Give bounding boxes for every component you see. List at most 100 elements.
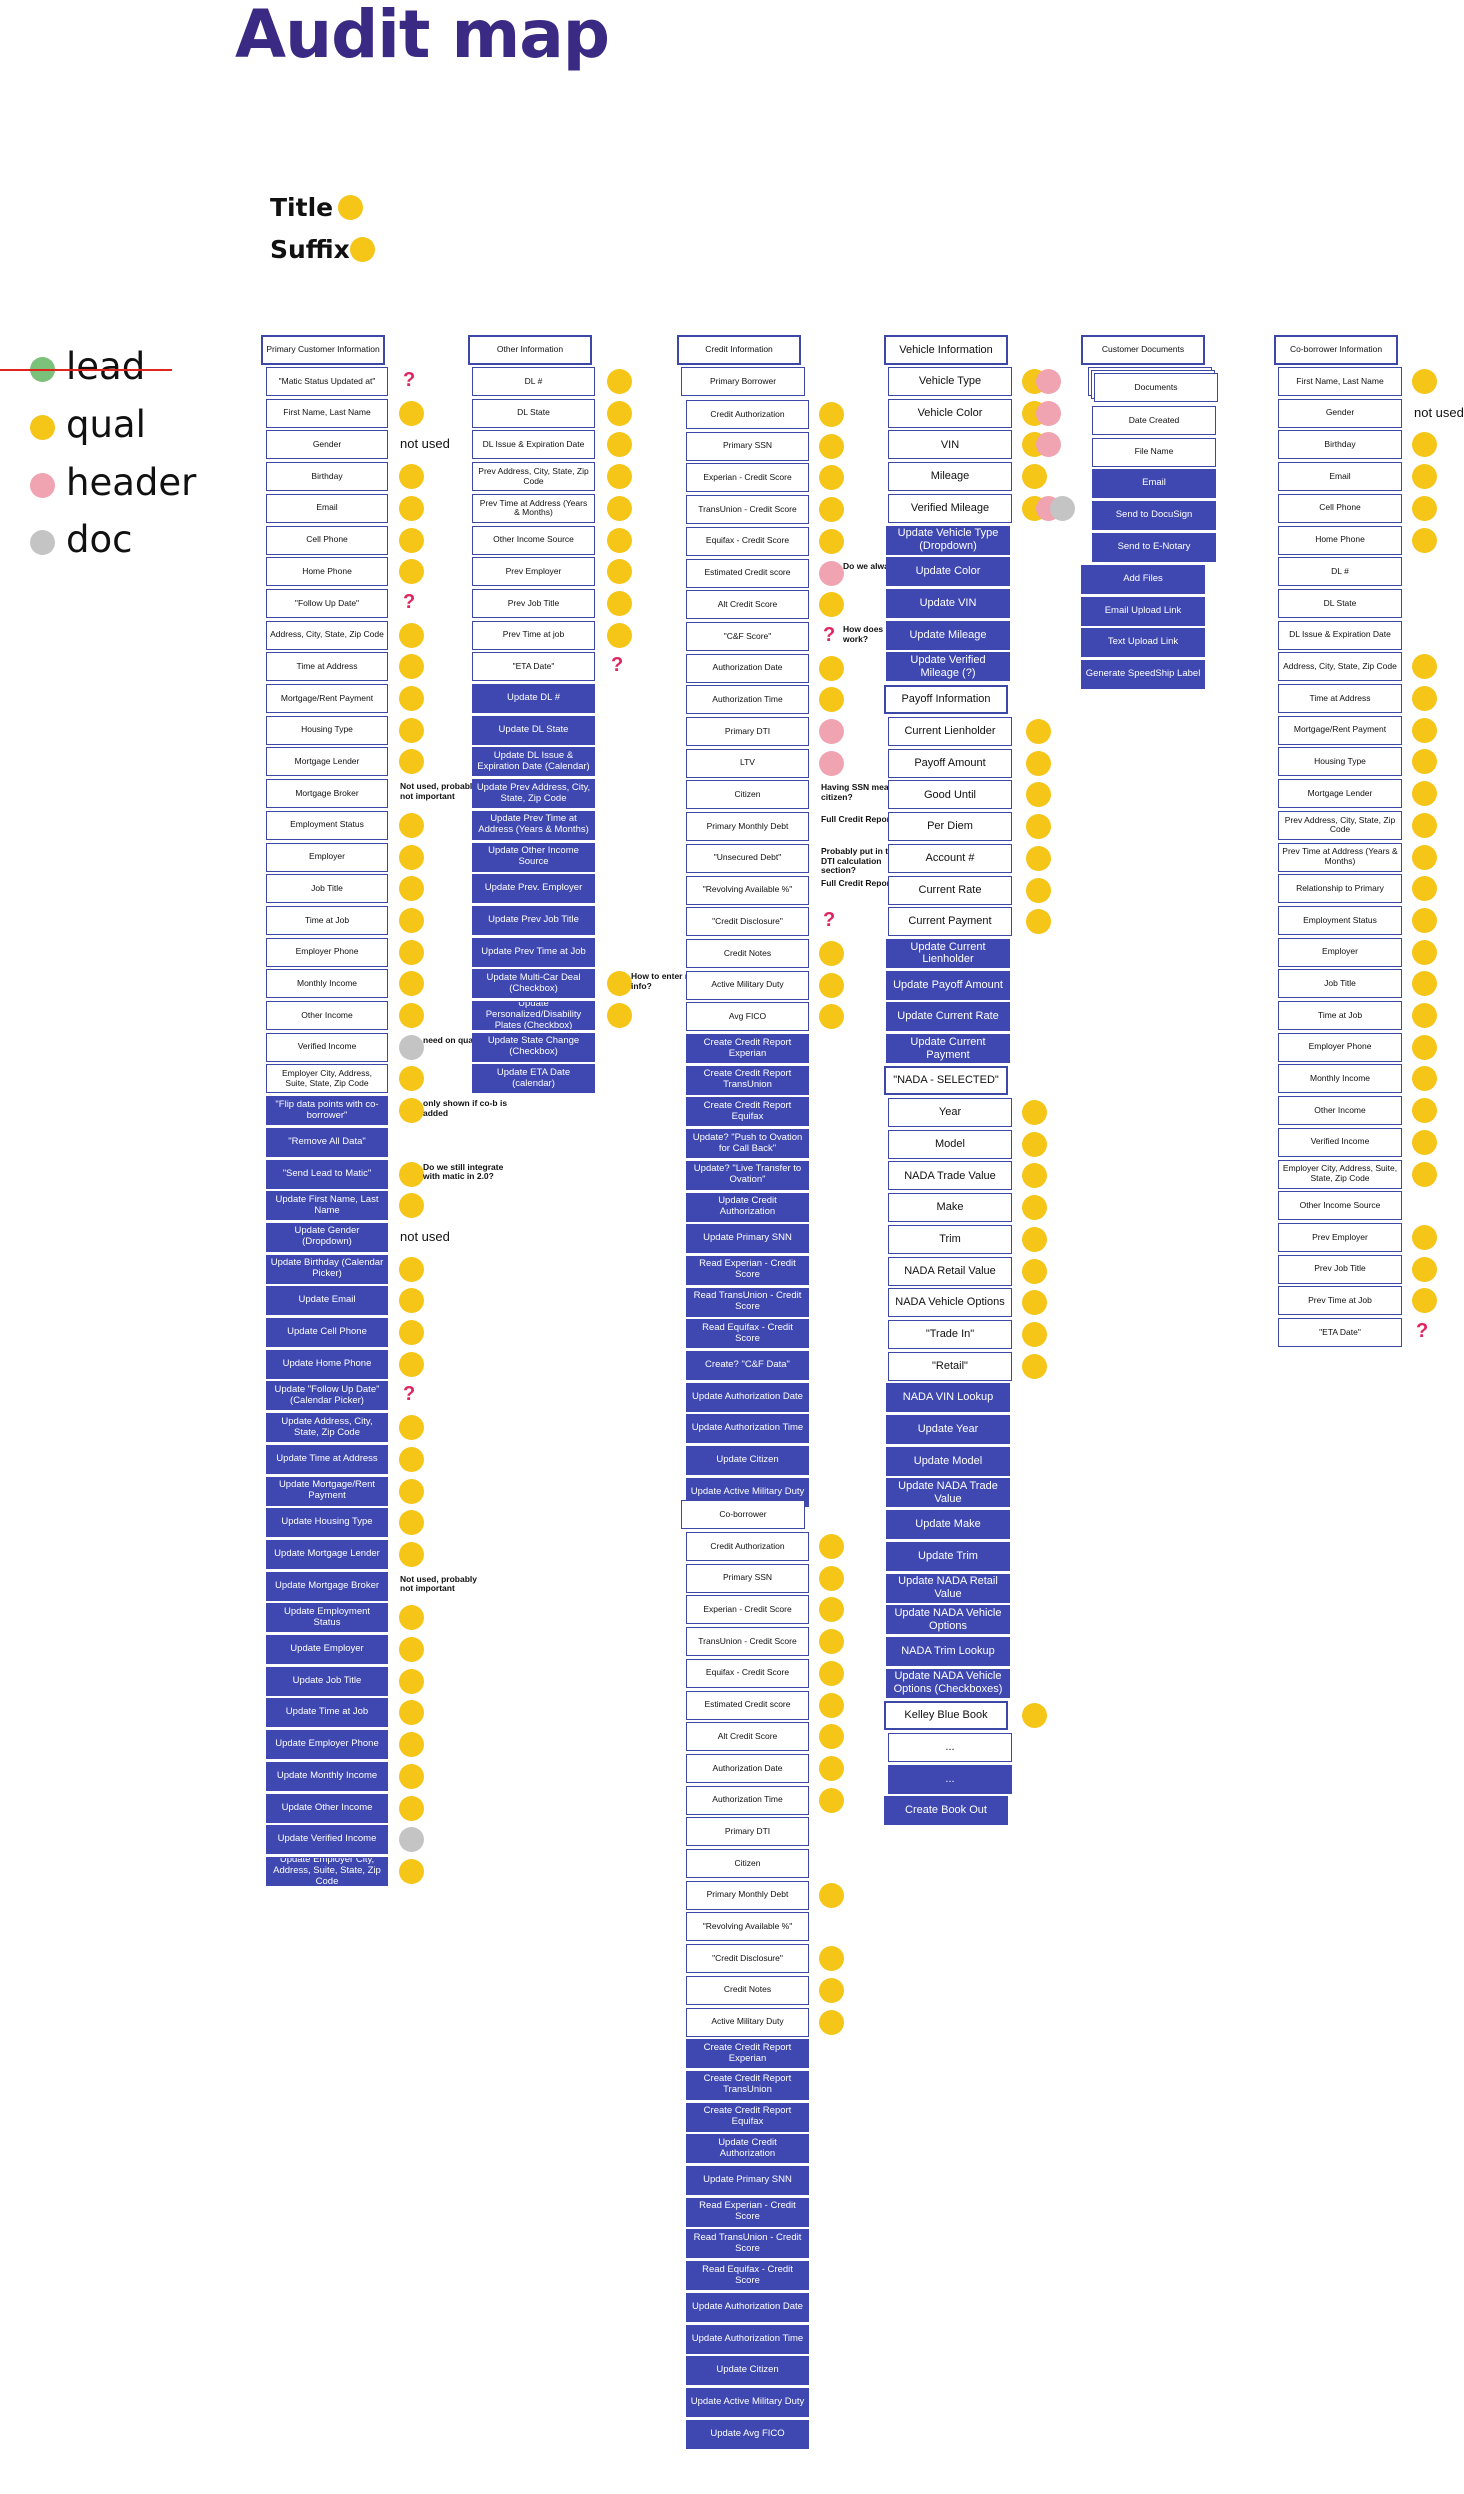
nada-field-qual-dot [1022,1100,1047,1125]
other-field: Update Personalized/Disability Plates (C… [472,1001,595,1030]
annotation-note: Not used, probably not important [400,1573,477,1594]
other-field-qual-dot [607,622,632,648]
primary-field-qual-dot [399,844,424,870]
other-field: Prev Employer [472,557,595,587]
coborrower-field: Relationship to Primary [1278,874,1402,904]
primary-field: "Follow Up Date" [266,588,388,618]
kbb-qual-dot [1022,1703,1047,1728]
payoff-field-qual-dot [1026,719,1051,744]
credit-field-question-mark: ? [823,909,836,932]
primary-field-qual-dot [399,907,424,933]
other-field-qual-dot [607,432,632,458]
primary-field-qual-dot [399,400,424,426]
primary-field: Monthly Income [266,969,388,999]
document-action-button: Text Upload Link [1081,628,1205,658]
coborrower-field-qual-dot [1412,1256,1437,1282]
primary-field: Employer City, Address, Suite, State, Zi… [266,1064,388,1094]
credit-field-qual-dot [819,655,844,681]
co-credit-field-qual-dot [819,1787,844,1813]
primary-field: Update First Name, Last Name [266,1191,388,1221]
other-field: Update ETA Date (calendar) [472,1064,595,1094]
nada-field: "Retail" [888,1351,1012,1381]
other-field: Other Income Source [472,525,595,555]
primary-field: Update Time at Address [266,1444,388,1474]
annotation-note: Probably put in the DTI calculation sect… [821,845,898,876]
primary-field: Update Mortgage Lender [266,1539,388,1569]
coborrower-field: Birthday [1278,430,1402,460]
vehicle-field: Update Verified Mileage (?) [886,652,1010,682]
credit-field: Credit Notes [686,938,809,968]
primary-field-qual-dot [399,1732,424,1758]
payoff-field: Per Diem [888,812,1012,842]
co-credit-field: Primary SSN [686,1563,809,1593]
kbb-field: ... [888,1733,1012,1762]
annotation-note: not used [400,436,450,452]
coborrower-field-qual-dot [1412,654,1437,680]
coborrower-field: DL Issue & Expiration Date [1278,620,1402,650]
primary-field-qual-dot [399,876,424,902]
vehicle-field: Update Vehicle Type (Dropdown) [886,525,1010,555]
coborrower-field: Housing Type [1278,747,1402,777]
nada-field-qual-dot [1022,1258,1047,1284]
kelley-blue-book-header: Kelley Blue Book [884,1701,1008,1730]
credit-field: Authorization Time [686,685,809,715]
primary-field-qual-dot [399,1605,424,1631]
payoff-field: Update Current Payment [886,1034,1010,1063]
primary-field-qual-dot [399,1637,424,1662]
credit-field: Equifax - Credit Score [686,526,809,556]
credit-field-qual-dot [819,940,844,966]
co-credit-field: Update Avg FICO [686,2419,809,2449]
credit-field: "Revolving Available %" [686,875,809,905]
primary-field-qual-dot [399,1256,424,1282]
credit-field: Read Equifax - Credit Score [686,1319,809,1349]
vehicle-field: Vehicle Color [888,398,1012,428]
legend-qual-label: qual [66,403,146,446]
primary-field: Time at Address [266,652,388,682]
primary-field: Update Job Title [266,1666,388,1696]
page-title: Audit map [235,0,610,73]
credit-field-qual-dot [819,497,844,523]
vehicle-field: VIN [888,430,1012,460]
vehicle-field: Update VIN [886,588,1010,618]
coborrower-field: Mortgage Lender [1278,779,1402,809]
other-field: Update State Change (Checkbox) [472,1032,595,1062]
primary-field: Mortgage Broker [266,779,388,809]
credit-field: Update Authorization Time [686,1414,809,1444]
credit-field-header-dot [819,750,844,776]
nada-field: Update Trim [886,1541,1010,1571]
co-credit-field: Equifax - Credit Score [686,1658,809,1688]
co-credit-field-qual-dot [819,1946,844,1972]
coborrower-field-qual-dot [1412,527,1437,553]
primary-field: "Send Lead to Matic" [266,1159,388,1189]
payoff-field: Update Current Rate [886,1002,1010,1032]
credit-field: LTV [686,748,809,778]
co-credit-field: Alt Credit Score [686,1722,809,1752]
nada-selected-header: "NADA - SELECTED" [884,1066,1008,1095]
primary-field-qual-dot [399,1446,424,1472]
primary-field-qual-dot [399,1288,424,1314]
credit-field: Active Military Duty [686,970,809,1000]
suffix-sample-label: Suffix [270,235,350,264]
vehicle-field-header-dot [1036,369,1061,394]
coborrower-field: Monthly Income [1278,1064,1402,1094]
coborrower-field: Prev Time at Job [1278,1286,1402,1316]
other-field: Update Prev Job Title [472,905,595,935]
credit-field: Alt Credit Score [686,590,809,620]
document-field: Email [1092,469,1216,499]
primary-field-qual-dot [399,1700,424,1726]
primary-field: "Flip data points with co-borrower" [266,1096,388,1126]
co-borrower-info-header: Co-borrower Information [1274,335,1398,365]
credit-field: Primary DTI [686,717,809,746]
suffix-qual-dot [350,237,375,262]
co-credit-field-qual-dot [819,1629,844,1655]
other-field: Prev Address, City, State, Zip Code [472,462,595,492]
primary-field-qual-dot [399,1320,424,1345]
primary-field: Birthday [266,462,388,492]
document-field: File Name [1092,437,1216,467]
annotation-note: not used [1414,404,1464,420]
other-field: Update Prev Time at Address (Years & Mon… [472,810,595,840]
co-credit-field: Create Credit Report TransUnion [686,2070,809,2100]
credit-field: Read TransUnion - Credit Score [686,1287,809,1317]
nada-field: NADA Retail Value [888,1256,1012,1286]
other-field: Prev Job Title [472,588,595,618]
